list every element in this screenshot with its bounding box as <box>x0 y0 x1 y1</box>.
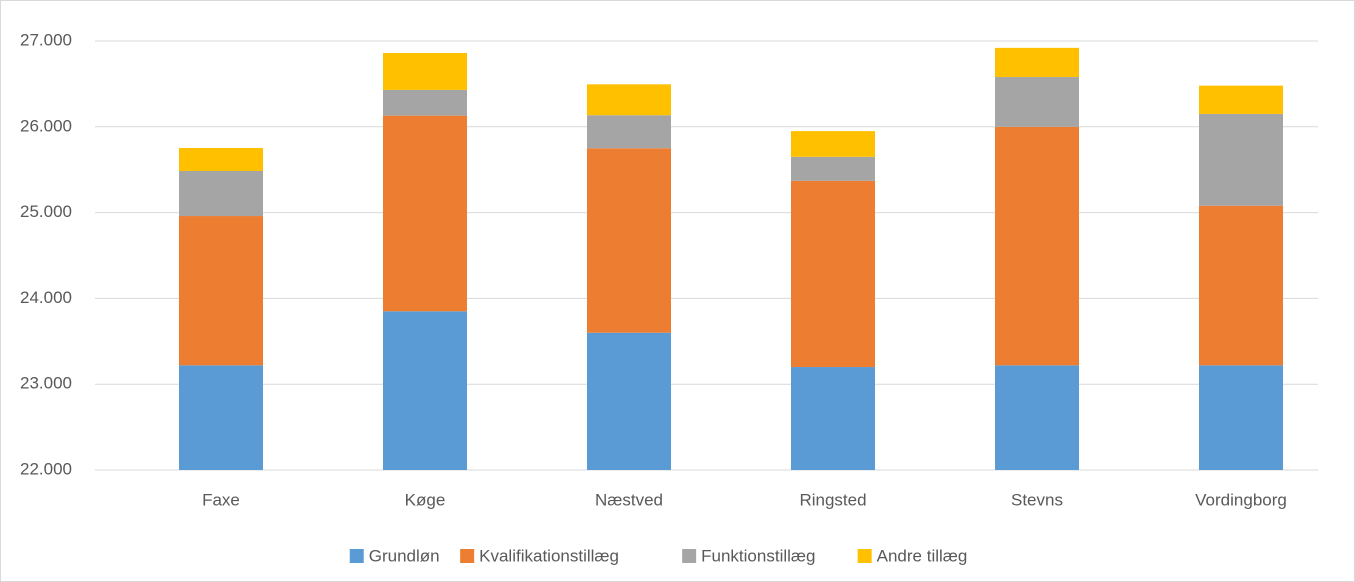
x-tick-label: Køge <box>405 490 446 509</box>
legend-swatch <box>682 549 697 563</box>
bar-segment <box>995 77 1079 127</box>
bar-segment <box>1199 205 1283 366</box>
legend-swatch <box>460 549 475 563</box>
bar-segment <box>179 147 263 171</box>
bar-segment <box>179 170 263 217</box>
bar-segment <box>791 131 875 157</box>
y-tick-label: 23.000 <box>20 374 72 393</box>
legend-swatch <box>349 549 364 563</box>
legend-label: Grundløn <box>369 546 440 565</box>
legend-label: Andre tillæg <box>877 546 968 565</box>
bar-segment <box>587 115 671 149</box>
x-tick-label: Faxe <box>202 490 240 509</box>
bar-segment <box>995 365 1079 470</box>
y-tick-label: 27.000 <box>20 30 72 49</box>
legend-label: Kvalifikationstillæg <box>479 546 619 565</box>
bar-segment <box>179 216 263 366</box>
bar-segment <box>587 84 671 116</box>
bar-segment <box>1199 113 1283 206</box>
bar-segment <box>1199 365 1283 470</box>
bar-segment <box>791 156 875 181</box>
y-tick-label: 25.000 <box>20 202 72 221</box>
y-tick-label: 22.000 <box>20 459 72 478</box>
y-tick-label: 26.000 <box>20 116 72 135</box>
bar-segment <box>995 47 1079 78</box>
bar-segment <box>383 115 467 312</box>
bar-segment <box>383 89 467 116</box>
bar-segment <box>179 365 263 470</box>
x-tick-label: Ringsted <box>799 490 866 509</box>
legend-swatch <box>857 549 872 563</box>
bar-segment <box>587 332 671 470</box>
bar-segment <box>1199 85 1283 114</box>
x-tick-label: Stevns <box>1011 490 1063 509</box>
x-tick-label: Næstved <box>595 490 663 509</box>
x-tick-label: Vordingborg <box>1195 490 1287 509</box>
y-tick-label: 24.000 <box>20 288 72 307</box>
legend-label: Funktionstillæg <box>701 546 815 565</box>
bar-segment <box>791 367 875 470</box>
bar-segment <box>383 53 467 90</box>
bar-segment <box>587 148 671 333</box>
bar-segment <box>383 311 467 470</box>
bar-segment <box>791 180 875 368</box>
bar-segment <box>995 126 1079 366</box>
